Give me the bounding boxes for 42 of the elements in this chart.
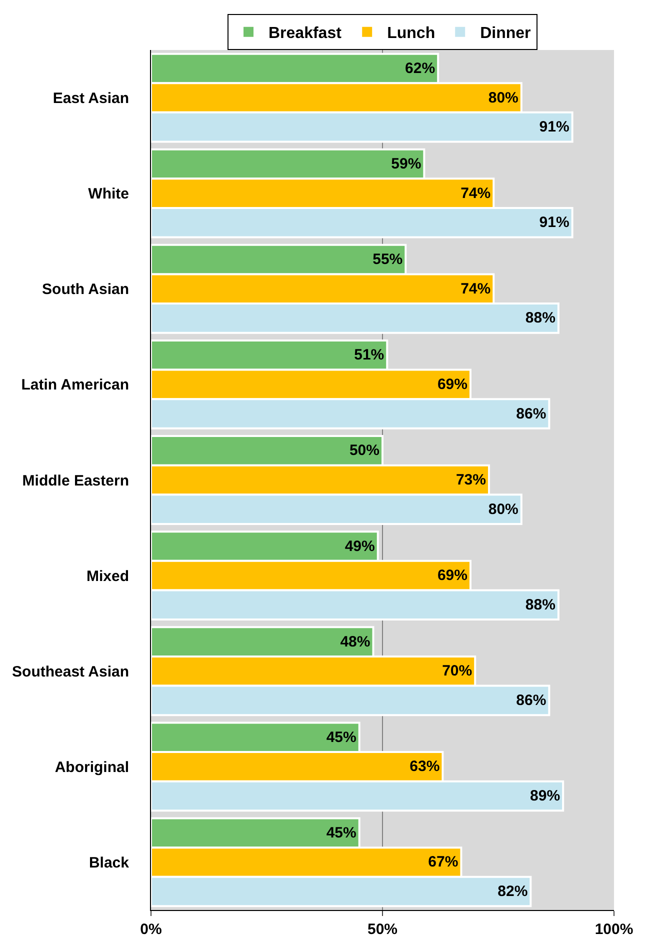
data-label: 49%: [344, 538, 375, 555]
data-label: 63%: [410, 758, 440, 776]
data-label: 69%: [437, 567, 468, 584]
x-tick-label: 0%: [140, 921, 162, 938]
y-tick-label: Latin American: [21, 376, 129, 394]
data-label: 45%: [326, 728, 356, 746]
data-label: 80%: [488, 500, 518, 518]
y-tick-label: South Asian: [42, 281, 129, 298]
data-label: 59%: [391, 156, 422, 173]
data-label: 55%: [372, 251, 403, 268]
data-label: 82%: [498, 883, 528, 900]
data-label: 50%: [349, 442, 380, 460]
data-label: 69%: [437, 376, 468, 393]
data-label: 45%: [326, 824, 356, 842]
y-tick-label: Mixed: [86, 568, 129, 585]
data-label: 62%: [405, 60, 436, 77]
x-tick-label: 50%: [367, 921, 398, 938]
data-label: 88%: [525, 310, 556, 327]
y-tick-label: White: [88, 186, 129, 203]
data-label: 51%: [354, 346, 384, 364]
y-tick-label: Aboriginal: [54, 758, 129, 776]
data-label: 91%: [539, 118, 570, 136]
data-label: 48%: [340, 633, 370, 650]
data-label: 73%: [456, 472, 486, 488]
legend-label: Breakfast: [268, 25, 342, 42]
y-tick-label: Southeast Asian: [12, 663, 129, 680]
y-tick-label: Black: [88, 854, 130, 872]
data-label: 88%: [525, 596, 556, 614]
x-tick-label: 100%: [594, 921, 634, 938]
data-label: 86%: [516, 692, 546, 709]
data-label: 89%: [530, 787, 560, 804]
data-label: 80%: [488, 89, 518, 106]
data-label: 86%: [516, 405, 546, 422]
data-label: 67%: [428, 854, 458, 871]
y-tick-label: East Asian: [52, 90, 129, 108]
y-tick-label: Middle Eastern: [22, 472, 129, 490]
data-label: 91%: [539, 214, 570, 232]
legend-label: Dinner: [480, 25, 531, 42]
data-label: 74%: [460, 184, 491, 202]
legend-label: Lunch: [387, 25, 436, 42]
data-label: 74%: [460, 280, 491, 298]
data-label: 70%: [442, 662, 472, 680]
